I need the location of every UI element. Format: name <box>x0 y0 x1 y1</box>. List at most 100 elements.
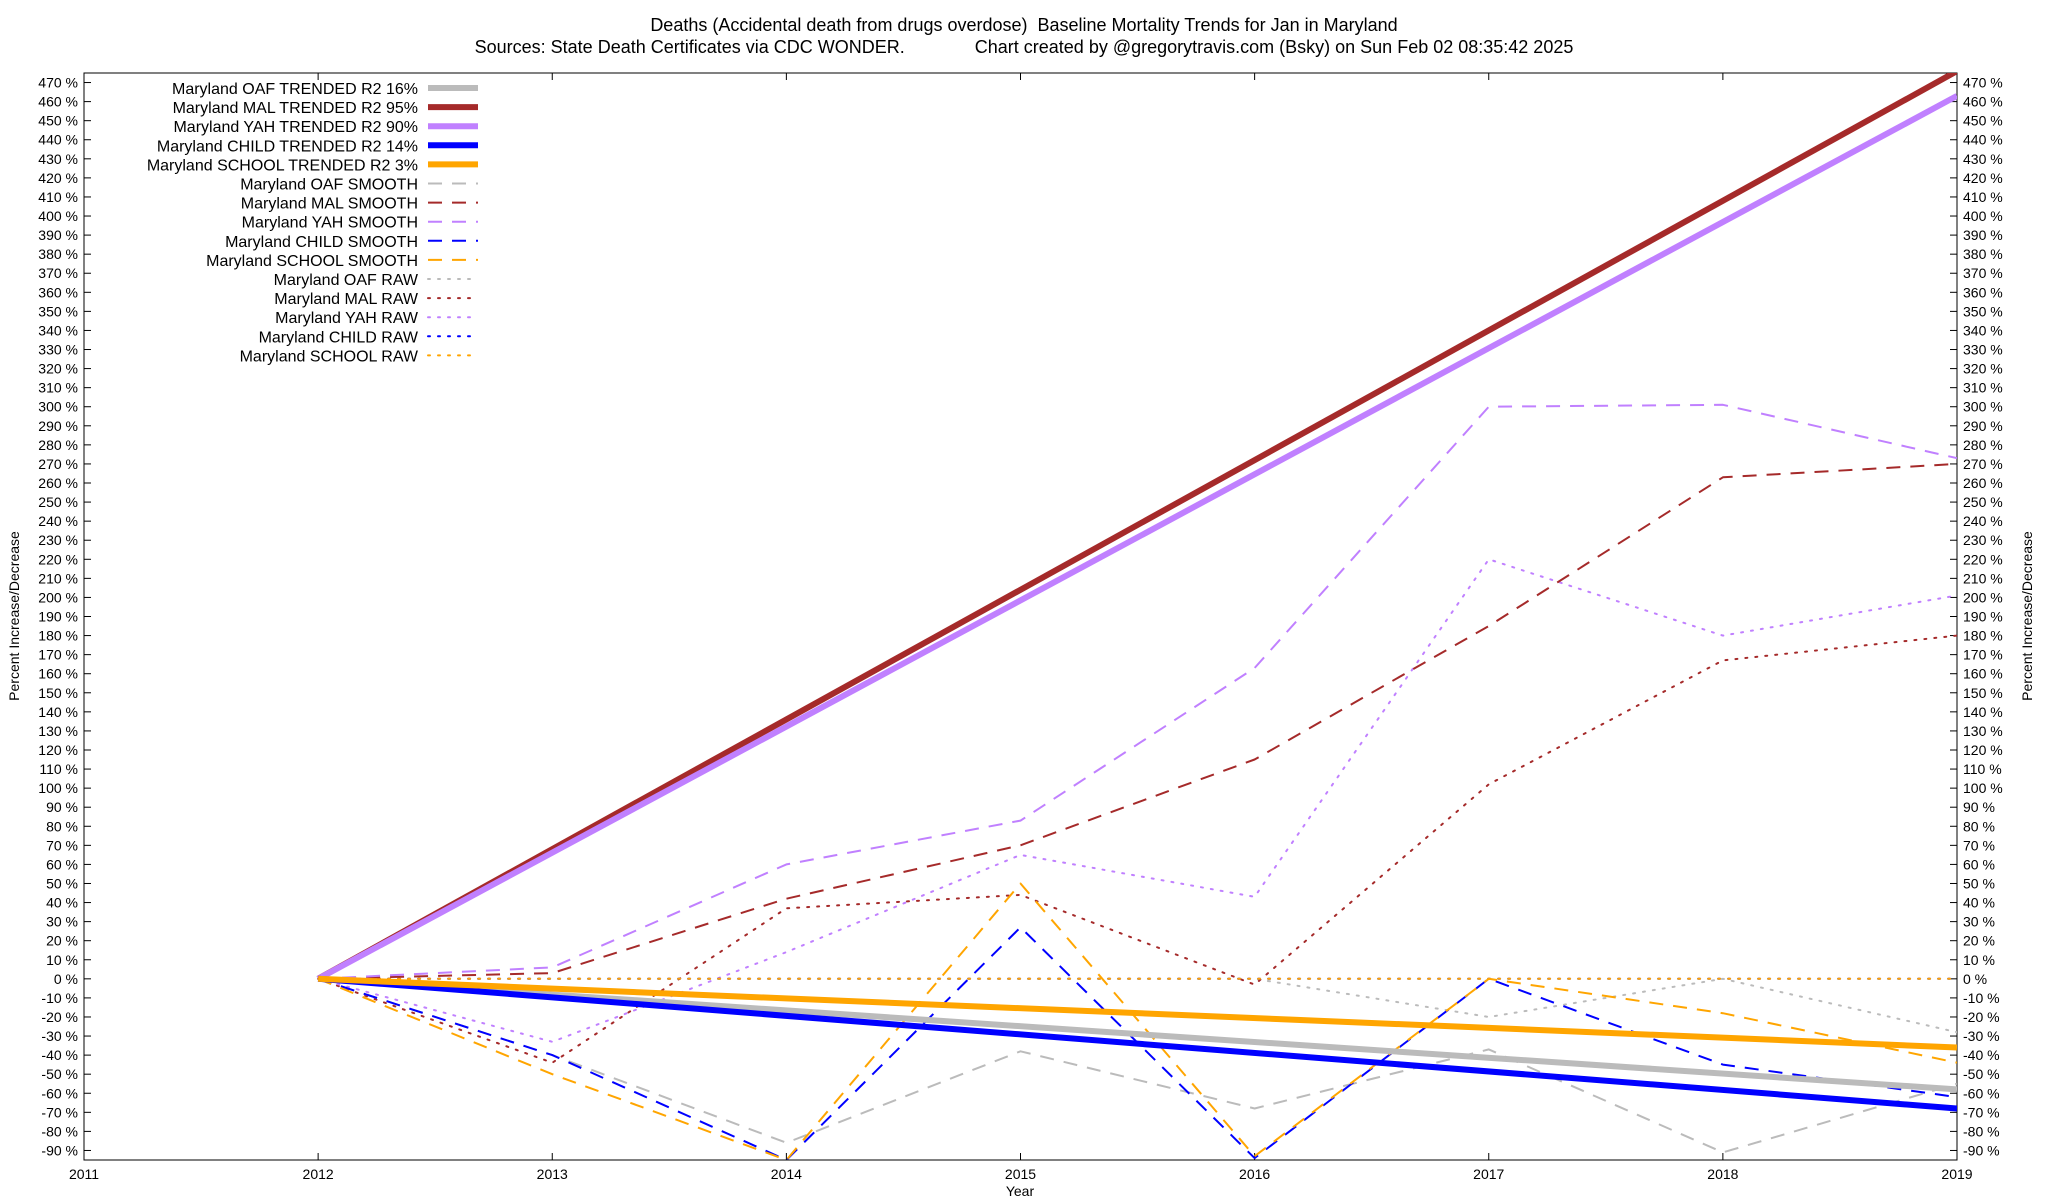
y-tick-label-right: 190 % <box>1963 609 2003 625</box>
y-tick-label-right: 140 % <box>1963 704 2003 720</box>
series-line-3 <box>317 975 1957 1112</box>
y-tick-label-left: 170 % <box>38 647 78 663</box>
y-tick-label-left: 60 % <box>46 856 78 872</box>
x-tick-label: 2019 <box>1941 1166 1972 1182</box>
y-tick-label-left: 450 % <box>38 113 78 129</box>
legend-label: Maryland OAF SMOOTH <box>240 177 418 194</box>
y-tick-label-right: 180 % <box>1963 628 2003 644</box>
y-tick-label-left: 310 % <box>38 380 78 396</box>
y-tick-label-left: 410 % <box>38 189 78 205</box>
x-tick-label: 2013 <box>537 1166 568 1182</box>
legend-label: Maryland MAL RAW <box>274 291 419 308</box>
y-tick-label-left: -90 % <box>41 1142 78 1158</box>
y-tick-label-right: 390 % <box>1963 227 2003 243</box>
y-tick-label-left: 90 % <box>46 799 78 815</box>
y-tick-label-left: 30 % <box>46 914 78 930</box>
y-tick-label-left: -70 % <box>41 1104 78 1120</box>
y-tick-label-left: 440 % <box>38 132 78 148</box>
y-tick-label-right: 120 % <box>1963 742 2003 758</box>
y-tick-label-right: 50 % <box>1963 875 1995 891</box>
y-tick-label-right: 450 % <box>1963 113 2003 129</box>
y-tick-label-right: -60 % <box>1963 1085 2000 1101</box>
x-axis: 2011 2012 2013 2014 2015 2016 2017 2018 2019 <box>69 73 1973 1182</box>
y-tick-label-left: 0 % <box>54 971 78 987</box>
y-axis-title-right: Percent Increase/Decrease <box>2019 531 2035 701</box>
series-line-5 <box>317 977 1957 1154</box>
y-tick-label-right: 130 % <box>1963 723 2003 739</box>
series-line-9 <box>317 882 1957 1160</box>
y-tick-label-right: 430 % <box>1963 151 2003 167</box>
y-tick-label-left: 300 % <box>38 399 78 415</box>
series-line-11 <box>317 634 1957 1064</box>
y-tick-label-left: -30 % <box>41 1028 78 1044</box>
y-tick-label-left: 220 % <box>38 551 78 567</box>
legend: Maryland OAF TRENDED R2 16% Maryland MAL … <box>147 81 479 365</box>
y-tick-label-left: 210 % <box>38 570 78 586</box>
series-line-1 <box>316 73 1957 982</box>
y-tick-label-right: 250 % <box>1963 494 2003 510</box>
legend-label: Maryland OAF RAW <box>274 272 419 289</box>
x-tick-label: 2014 <box>771 1166 802 1182</box>
legend-label: Maryland YAH SMOOTH <box>242 215 418 232</box>
legend-label: Maryland CHILD SMOOTH <box>225 234 418 251</box>
y-tick-label-left: 80 % <box>46 818 78 834</box>
y-tick-label-right: 210 % <box>1963 570 2003 586</box>
y-tick-label-right: 200 % <box>1963 589 2003 605</box>
y-tick-label-right: 0 % <box>1963 971 1987 987</box>
y-tick-label-right: -50 % <box>1963 1066 2000 1082</box>
y-tick-label-right: 240 % <box>1963 513 2003 529</box>
y-tick-label-right: 290 % <box>1963 418 2003 434</box>
y-tick-label-right: 460 % <box>1963 94 2003 110</box>
y-tick-label-left: 230 % <box>38 532 78 548</box>
y-tick-label-right: -90 % <box>1963 1142 2000 1158</box>
chart-title-block: Deaths (Accidental death from drugs over… <box>0 14 2048 58</box>
y-tick-label-left: 40 % <box>46 895 78 911</box>
series-layer <box>316 73 1957 1160</box>
y-tick-label-left: 180 % <box>38 628 78 644</box>
legend-label: Maryland SCHOOL RAW <box>240 348 419 365</box>
x-tick-label: 2015 <box>1005 1166 1036 1182</box>
y-tick-label-right: 410 % <box>1963 189 2003 205</box>
y-tick-label-right: -80 % <box>1963 1123 2000 1139</box>
y-tick-label-right: 340 % <box>1963 322 2003 338</box>
y-tick-label-right: 300 % <box>1963 399 2003 415</box>
y-tick-label-right: -40 % <box>1963 1047 2000 1063</box>
y-tick-label-left: -50 % <box>41 1066 78 1082</box>
y-tick-label-right: -20 % <box>1963 1009 2000 1025</box>
y-tick-label-left: 200 % <box>38 589 78 605</box>
legend-label: Maryland SCHOOL TRENDED R2 3% <box>147 157 418 174</box>
y-tick-label-left: 270 % <box>38 456 78 472</box>
y-tick-label-left: -60 % <box>41 1085 78 1101</box>
y-tick-label-left: 350 % <box>38 303 78 319</box>
y-tick-label-left: 320 % <box>38 361 78 377</box>
y-tick-label-left: 130 % <box>38 723 78 739</box>
y-tick-label-left: 340 % <box>38 322 78 338</box>
y-tick-label-right: 310 % <box>1963 380 2003 396</box>
y-tick-label-right: 150 % <box>1963 685 2003 701</box>
y-tick-label-right: 370 % <box>1963 265 2003 281</box>
y-tick-label-right: 330 % <box>1963 342 2003 358</box>
y-tick-label-left: 100 % <box>38 780 78 796</box>
y-tick-label-right: 280 % <box>1963 437 2003 453</box>
y-tick-label-left: 330 % <box>38 342 78 358</box>
y-tick-label-right: 110 % <box>1963 761 2002 777</box>
y-tick-label-left: 70 % <box>46 837 78 853</box>
series-line-4 <box>317 975 1957 1051</box>
y-tick-label-right: 90 % <box>1963 799 1995 815</box>
y-tick-label-left: 120 % <box>38 742 78 758</box>
chart-subtitle: Sources: State Death Certificates via CD… <box>474 37 1574 57</box>
y-tick-label-left: 460 % <box>38 94 78 110</box>
y-tick-label-left: 380 % <box>38 246 78 262</box>
y-tick-label-left: 10 % <box>46 952 78 968</box>
y-axis-right: 470 % 460 % 450 % 440 % 430 % 420 % 410 % 400 %… <box>1950 75 2003 1158</box>
y-tick-label-right: 60 % <box>1963 856 1995 872</box>
y-tick-label-left: 160 % <box>38 666 78 682</box>
y-tick-label-right: 30 % <box>1963 914 1995 930</box>
x-tick-label: 2017 <box>1473 1166 1504 1182</box>
y-axis-left: 470 % 460 % 450 % 440 % 430 % 420 % 410 % 400 %… <box>38 75 91 1158</box>
legend-label: Maryland SCHOOL SMOOTH <box>206 253 418 270</box>
y-tick-label-left: 250 % <box>38 494 78 510</box>
y-tick-label-left: 20 % <box>46 933 78 949</box>
y-tick-label-left: 50 % <box>46 875 78 891</box>
y-tick-label-right: 230 % <box>1963 532 2003 548</box>
